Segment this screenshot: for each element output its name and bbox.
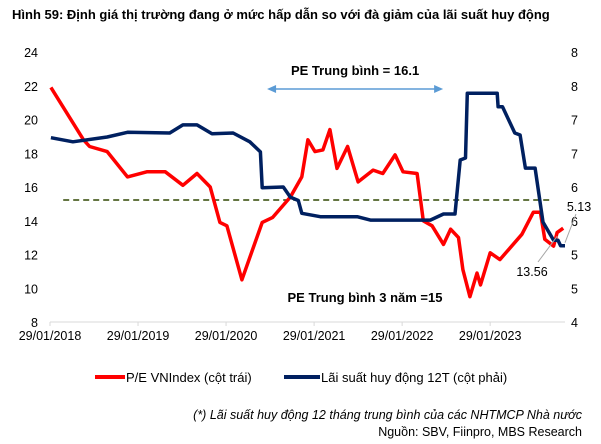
- x-tick-label: 29/01/2018: [19, 329, 82, 343]
- legend-label-pe: P/E VNIndex (cột trái): [126, 370, 252, 385]
- footnote: (*) Lãi suất huy động 12 tháng trung bìn…: [193, 408, 583, 422]
- x-tick-label: 29/01/2021: [283, 329, 346, 343]
- y-right-tick-label: 6: [571, 215, 578, 229]
- y-right-tick-label: 8: [571, 46, 578, 60]
- y-right-tick-label: 7: [571, 114, 578, 128]
- x-tick-label: 29/01/2019: [107, 329, 170, 343]
- x-tick-label: 29/01/2022: [371, 329, 434, 343]
- y-right-tick-label: 6: [571, 181, 578, 195]
- annotation-leader-pe: [537, 235, 558, 263]
- y-left-tick-label: 22: [24, 80, 38, 94]
- legend: P/E VNIndex (cột trái) Lãi suất huy động…: [95, 370, 507, 385]
- y-right-tick-label: 8: [571, 80, 578, 94]
- source-note: Nguồn: SBV, Fiinpro, MBS Research: [378, 425, 582, 439]
- range-arrow-label: PE Trung bình = 16.1: [291, 63, 419, 78]
- chart-title: Hình 59: Định giá thị trường đang ở mức …: [12, 7, 550, 22]
- arrow-right-icon: [434, 85, 444, 93]
- x-tick-label: 29/01/2023: [459, 329, 522, 343]
- y-left-tick-label: 8: [31, 316, 38, 330]
- y-left-tick-label: 16: [24, 181, 38, 195]
- y-right-tick-label: 5: [571, 249, 578, 263]
- y-left-tick-label: 14: [24, 215, 38, 229]
- y-left-tick-label: 24: [24, 46, 38, 60]
- annotation-rate-last: 5.13: [567, 200, 591, 214]
- x-tick-label: 29/01/2020: [195, 329, 258, 343]
- y-left-tick-label: 20: [24, 114, 38, 128]
- reference-line-label: PE Trung bình 3 năm =15: [288, 290, 443, 305]
- legend-label-rate: Lãi suất huy động 12T (cột phải): [321, 370, 507, 385]
- y-right-tick-label: 5: [571, 282, 578, 296]
- series-line-pe-vnindex: [49, 86, 565, 299]
- y-right-tick-label: 4: [571, 316, 578, 330]
- y-left-tick-label: 10: [24, 282, 38, 296]
- annotation-pe-last: 13.56: [516, 265, 547, 279]
- y-right-tick-label: 7: [571, 147, 578, 161]
- y-left-tick-label: 18: [24, 147, 38, 161]
- series-line-deposit-rate: [50, 91, 565, 248]
- annotation-leader-rate: [564, 213, 577, 243]
- arrow-left-icon: [267, 85, 277, 93]
- y-left-tick-label: 12: [24, 249, 38, 263]
